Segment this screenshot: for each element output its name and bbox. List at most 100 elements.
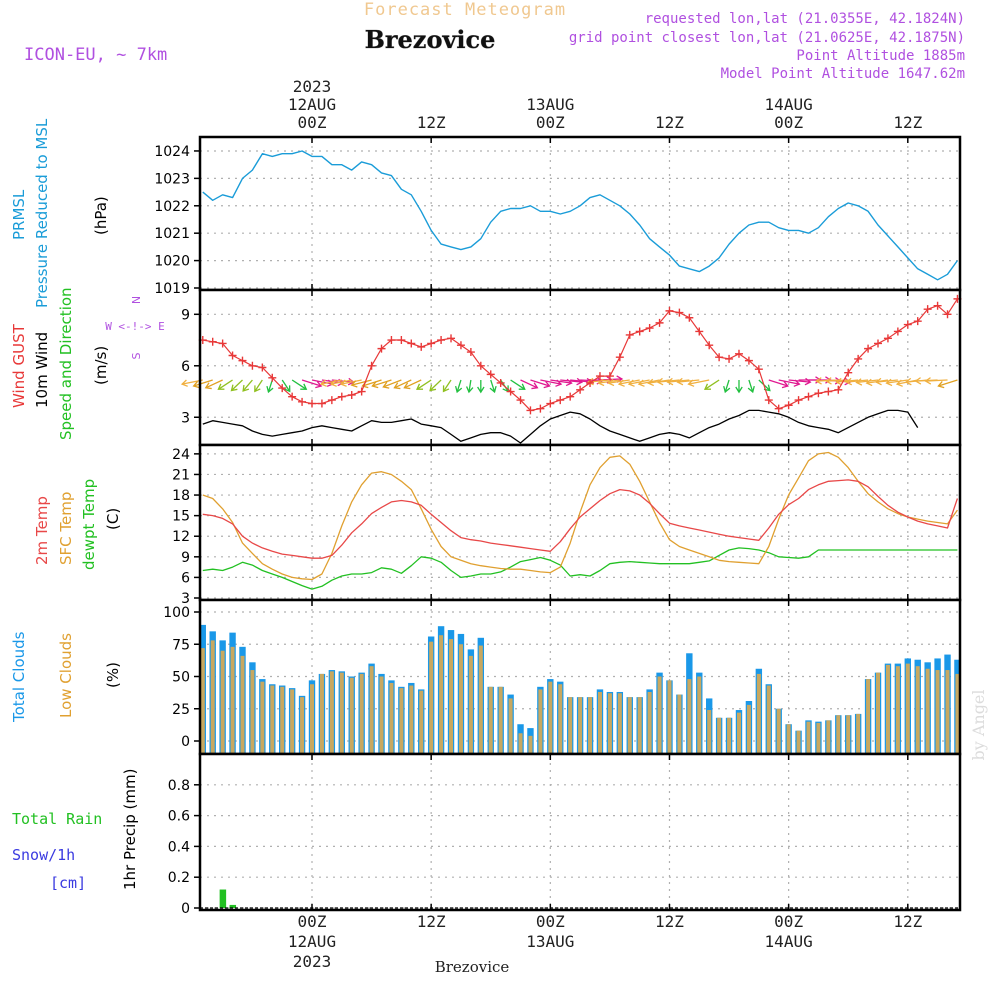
wind-vector-19 xyxy=(371,379,392,389)
wind-vector-shaft xyxy=(510,379,526,390)
gust-marker xyxy=(357,387,366,396)
gust-marker xyxy=(526,406,535,415)
gust-marker xyxy=(615,353,624,362)
low-cloud-bar xyxy=(429,641,434,753)
gust-marker xyxy=(695,327,704,336)
top-hour-label-3: 12Z xyxy=(655,113,684,132)
wind-vector-head xyxy=(543,381,551,389)
low-cloud-bar xyxy=(449,639,454,753)
forecast-subtitle: Forecast Meteogram xyxy=(364,0,566,20)
low-cloud-bar xyxy=(905,663,910,753)
wind-vector-head xyxy=(339,379,347,387)
wind-vector-71 xyxy=(885,378,908,387)
gust-marker xyxy=(754,365,763,374)
gust-marker xyxy=(427,339,436,348)
low-cloud-bar xyxy=(548,681,553,753)
wind-vector-shaft xyxy=(846,379,869,383)
temperature-ytick-label-6: 21 xyxy=(172,467,190,483)
wind-vector-26 xyxy=(454,379,463,394)
temperature-plot-area xyxy=(200,445,960,600)
gust-marker xyxy=(298,397,307,406)
gust-marker xyxy=(456,341,465,350)
wind-vector-shaft xyxy=(383,379,402,388)
low-cloud-bar xyxy=(369,666,374,753)
pressure-unit-label: (hPa) xyxy=(92,196,110,235)
low-cloud-bar xyxy=(826,720,831,753)
low-cloud-bar xyxy=(200,648,205,753)
low-cloud-bar xyxy=(607,693,612,753)
temperature-panel: 3 6 9 12 15 18 21 24 xyxy=(172,443,962,607)
wind-vector-45 xyxy=(627,379,650,387)
pressure-ytick-label-2: 1021 xyxy=(154,226,190,242)
gust-marker xyxy=(655,318,664,327)
wind-vector-head xyxy=(747,385,755,394)
gust-marker xyxy=(665,306,674,315)
wind-vector-10 xyxy=(301,379,323,389)
bottom-hour-label-1: 12Z xyxy=(417,912,446,931)
low-cloud-bar xyxy=(518,733,523,753)
wind-vector-head xyxy=(217,383,225,390)
gust-marker xyxy=(834,385,843,394)
low-cloud-bar xyxy=(836,715,841,753)
wind-vector-head xyxy=(477,386,485,394)
low-cloud-bar xyxy=(439,635,444,753)
low-cloud-bar xyxy=(816,722,821,753)
gust-marker xyxy=(744,356,753,365)
rain-label: Total Rain xyxy=(12,810,102,828)
precip-ytick-label-3: 0.6 xyxy=(168,809,190,825)
low-cloud-bar xyxy=(637,697,642,753)
wind-vector-36 xyxy=(560,377,584,386)
bottom-date-label-2: 13AUG xyxy=(526,932,574,951)
wind-vector-shaft xyxy=(456,379,462,393)
wind-ytick-label-1: 6 xyxy=(181,359,190,375)
clouds-ytick-label-4: 100 xyxy=(163,605,190,621)
wind-vector-52 xyxy=(703,379,720,390)
wind-vector-42 xyxy=(597,378,620,387)
low-cloud-bar xyxy=(647,691,652,753)
low-cloud-bar xyxy=(399,688,404,753)
wind10-label: 10m Wind xyxy=(33,332,51,408)
gust-marker xyxy=(367,361,376,370)
temperature-ytick-label-0: 3 xyxy=(181,591,190,607)
wind-vector-shaft xyxy=(768,379,789,387)
wind-vector-head xyxy=(607,378,615,387)
low-cloud-bar xyxy=(895,666,900,753)
low-cloud-bar xyxy=(310,684,314,753)
wind-vector-head xyxy=(865,378,873,387)
low-cloud-bar xyxy=(736,712,741,753)
wind-vector-head xyxy=(637,379,645,387)
gust-marker xyxy=(288,392,297,401)
wind-vector-shaft xyxy=(281,379,291,392)
wind-vector-51 xyxy=(687,379,710,387)
wind-vector-head xyxy=(242,384,250,392)
wind-vector-shaft xyxy=(598,379,620,384)
gust-marker xyxy=(437,336,446,345)
wind-vector-shaft xyxy=(394,379,412,389)
temperature-ytick-label-3: 12 xyxy=(172,529,190,545)
wind-vector-shaft xyxy=(218,379,233,390)
wind-panel: 3 6 9 xyxy=(180,288,962,447)
gust-marker xyxy=(933,301,942,310)
wind-vector-55 xyxy=(747,379,755,394)
wind-vector-head xyxy=(855,378,863,386)
low-cloud-bar xyxy=(538,689,543,753)
low-cloud-bar xyxy=(885,664,890,753)
precip-panel: 0 0.2 0.4 0.6 0.8 xyxy=(168,752,962,917)
gust-marker xyxy=(447,334,456,343)
wind-vector-head xyxy=(647,378,654,387)
gust-marker xyxy=(258,363,267,372)
gust-marker xyxy=(645,324,654,333)
pressure-line xyxy=(202,150,958,281)
wind-vector-shaft xyxy=(599,378,622,381)
clouds-ytick-label-0: 0 xyxy=(181,734,190,750)
wind-vector-shaft xyxy=(925,379,948,382)
wind-vector-head xyxy=(319,379,327,387)
wind-vector-head xyxy=(914,377,922,385)
compass-n: N xyxy=(130,296,143,304)
low-cloud-bar xyxy=(568,697,573,753)
low-cloud-bar xyxy=(319,673,324,753)
wind-vector-head xyxy=(656,377,664,386)
bottom-hour-label-2: 00Z xyxy=(536,912,565,931)
wind-vector-17 xyxy=(350,379,372,388)
